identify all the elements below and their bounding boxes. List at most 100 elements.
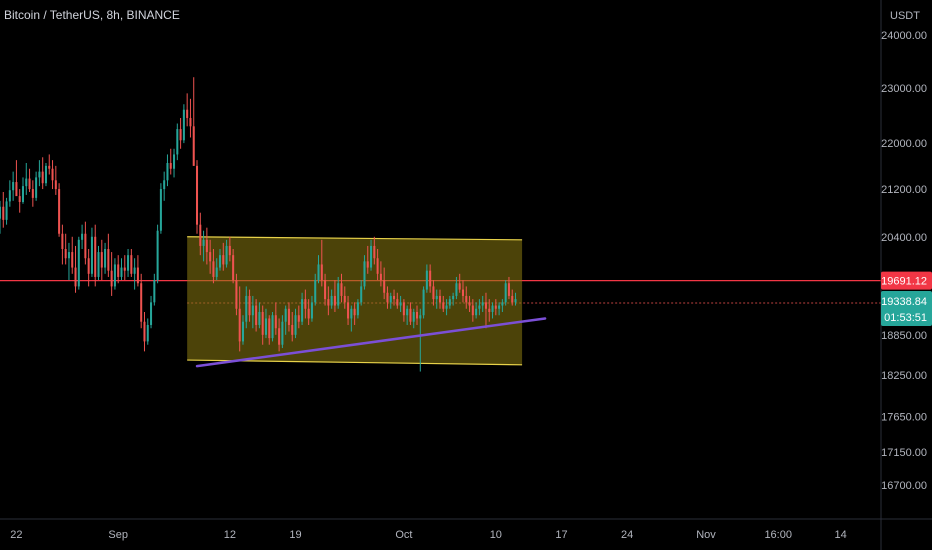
candle-body[interactable] <box>507 283 510 296</box>
candle-body[interactable] <box>77 239 80 287</box>
candle-body[interactable] <box>475 308 478 316</box>
candle-body[interactable] <box>301 299 304 322</box>
candle-body[interactable] <box>97 252 100 277</box>
candle-body[interactable] <box>396 299 399 306</box>
candle-body[interactable] <box>471 305 474 316</box>
candle-body[interactable] <box>81 233 84 240</box>
candle-body[interactable] <box>44 165 47 184</box>
candle-body[interactable] <box>481 302 484 306</box>
candle-body[interactable] <box>15 182 18 197</box>
candle-body[interactable] <box>225 245 228 265</box>
candle-body[interactable] <box>353 308 356 316</box>
candle-body[interactable] <box>209 252 212 262</box>
candle-body[interactable] <box>287 308 290 325</box>
candle-body[interactable] <box>465 295 468 303</box>
candle-body[interactable] <box>284 308 287 322</box>
candle-body[interactable] <box>238 308 241 342</box>
candle-body[interactable] <box>468 302 471 306</box>
candle-body[interactable] <box>258 311 261 325</box>
candle-body[interactable] <box>399 302 402 306</box>
candle-body[interactable] <box>415 311 419 319</box>
candle-body[interactable] <box>21 186 25 202</box>
candle-body[interactable] <box>442 302 445 309</box>
candle-body[interactable] <box>28 178 31 190</box>
candle-body[interactable] <box>228 245 231 256</box>
candle-body[interactable] <box>435 295 438 300</box>
candle-body[interactable] <box>241 321 245 342</box>
candle-body[interactable] <box>222 255 225 265</box>
channel-upper-border[interactable] <box>187 236 523 241</box>
candle-body[interactable] <box>146 324 149 342</box>
candle-body[interactable] <box>511 295 514 303</box>
candle-body[interactable] <box>100 252 103 268</box>
candle-body[interactable] <box>320 264 323 281</box>
candle-body[interactable] <box>297 315 300 322</box>
candle-body[interactable] <box>71 252 74 268</box>
candle-body[interactable] <box>356 302 359 316</box>
candle-body[interactable] <box>2 206 5 220</box>
candle-body[interactable] <box>370 245 373 268</box>
candle-body[interactable] <box>173 154 176 169</box>
candle-body[interactable] <box>366 261 369 268</box>
candle-body[interactable] <box>255 305 258 325</box>
candle-body[interactable] <box>58 189 61 234</box>
candle-body[interactable] <box>294 315 297 335</box>
candle-body[interactable] <box>12 182 15 191</box>
candle-body[interactable] <box>218 255 222 268</box>
candle-body[interactable] <box>419 315 422 319</box>
candle-body[interactable] <box>232 255 235 281</box>
candle-body[interactable] <box>406 308 409 316</box>
candle-body[interactable] <box>304 299 307 309</box>
candle-body[interactable] <box>136 267 139 284</box>
candle-body[interactable] <box>425 270 428 290</box>
candle-body[interactable] <box>156 230 159 281</box>
candle-body[interactable] <box>94 236 97 277</box>
candle-body[interactable] <box>330 295 333 306</box>
candle-body[interactable] <box>159 189 162 231</box>
candle-body[interactable] <box>412 311 415 322</box>
candle-body[interactable] <box>393 295 396 300</box>
candle-body[interactable] <box>150 302 153 325</box>
candle-body[interactable] <box>458 283 461 290</box>
candle-body[interactable] <box>51 168 54 181</box>
candle-body[interactable] <box>87 258 90 274</box>
candle-body[interactable] <box>445 305 448 309</box>
candle-body[interactable] <box>363 261 366 287</box>
candle-body[interactable] <box>176 129 179 155</box>
candle-body[interactable] <box>429 270 432 287</box>
candle-body[interactable] <box>281 321 284 345</box>
candle-body[interactable] <box>432 286 435 300</box>
candle-body[interactable] <box>199 224 202 246</box>
candle-body[interactable] <box>110 270 113 287</box>
candle-body[interactable] <box>448 299 451 306</box>
candle-body[interactable] <box>409 308 412 322</box>
candle-body[interactable] <box>291 324 294 335</box>
candle-body[interactable] <box>343 295 346 303</box>
candle-body[interactable] <box>41 171 44 184</box>
candle-body[interactable] <box>195 165 199 225</box>
candle-body[interactable] <box>438 295 442 303</box>
candle-body[interactable] <box>307 308 310 319</box>
candle-body[interactable] <box>61 233 64 250</box>
candle-body[interactable] <box>153 280 156 303</box>
candle-body[interactable] <box>143 321 146 342</box>
candle-body[interactable] <box>169 162 172 169</box>
candle-body[interactable] <box>268 318 271 339</box>
candle-body[interactable] <box>261 311 264 335</box>
candle-body[interactable] <box>215 267 218 277</box>
candle-body[interactable] <box>31 189 34 198</box>
candle-body[interactable] <box>186 109 189 118</box>
candle-body[interactable] <box>64 249 67 259</box>
candle-body[interactable] <box>48 165 51 169</box>
candle-body[interactable] <box>38 171 41 178</box>
candle-body[interactable] <box>212 261 215 277</box>
candle-body[interactable] <box>340 283 343 296</box>
candle-body[interactable] <box>163 180 166 190</box>
candle-body[interactable] <box>182 109 185 141</box>
candle-body[interactable] <box>271 315 274 339</box>
candle-body[interactable] <box>498 305 501 309</box>
candle-body[interactable] <box>67 252 70 259</box>
candle-body[interactable] <box>386 292 389 303</box>
candle-body[interactable] <box>501 302 504 306</box>
